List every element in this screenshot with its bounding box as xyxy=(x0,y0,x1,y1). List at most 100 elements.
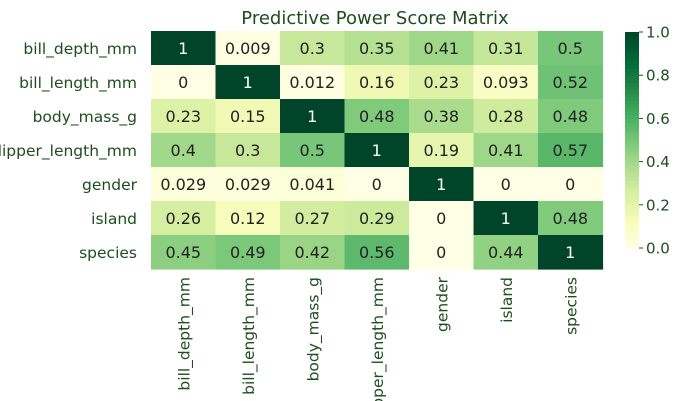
colorbar-segment xyxy=(625,50,639,55)
heatmap-cell-value: 0 xyxy=(436,209,446,228)
colorbar-segment xyxy=(625,147,639,152)
heatmap-cell xyxy=(409,235,475,270)
y-tick-label: gender xyxy=(82,176,138,194)
heatmap-cells xyxy=(151,31,604,270)
heatmap-cell xyxy=(344,235,410,270)
heatmap-cell xyxy=(538,65,604,100)
colorbar-segment xyxy=(625,190,639,195)
heatmap-cell-value: 0.48 xyxy=(359,107,395,126)
colorbar-tick-label: 1.0 xyxy=(646,24,670,42)
colorbar-segment xyxy=(625,132,639,137)
colorbar-segment xyxy=(625,93,639,98)
colorbar: 0.0 0.2 0.4 0.6 0.8 1.0 xyxy=(625,24,670,258)
heatmap-cell xyxy=(538,99,604,134)
colorbar-segment xyxy=(625,215,639,220)
heatmap-cell-value: 0 xyxy=(372,175,382,194)
heatmap-cell-value: 0.3 xyxy=(300,39,325,58)
heatmap-cell-value: 0.49 xyxy=(230,243,266,262)
heatmap-cell-value: 0.31 xyxy=(488,39,524,58)
x-tick-label: island xyxy=(498,277,516,323)
colorbar-segment xyxy=(625,46,639,51)
colorbar-segment xyxy=(625,96,639,101)
heatmap-cell-value: 1 xyxy=(501,209,511,228)
heatmap-cell xyxy=(409,133,475,168)
colorbar-segment xyxy=(625,86,639,91)
heatmap-cell-value: 0.28 xyxy=(488,107,524,126)
heatmap-cell xyxy=(280,167,346,202)
heatmap-cell xyxy=(280,235,346,270)
heatmap-cell xyxy=(280,31,346,66)
heatmap-cell xyxy=(473,201,539,236)
heatmap-cell xyxy=(473,235,539,270)
heatmap-cell-value: 0.15 xyxy=(230,107,266,126)
colorbar-tick-label: 0.0 xyxy=(646,240,670,258)
heatmap-cell xyxy=(409,31,475,66)
heatmap-cell-value: 0.45 xyxy=(165,243,201,262)
colorbar-segment xyxy=(625,219,639,224)
colorbar-segment xyxy=(625,237,639,242)
heatmap-cell xyxy=(151,133,217,168)
heatmap-cell xyxy=(538,201,604,236)
y-tick-label: bill_depth_mm xyxy=(23,40,137,59)
colorbar-segment xyxy=(625,140,639,145)
heatmap-cell xyxy=(215,31,281,66)
colorbar-segment xyxy=(625,186,639,191)
heatmap-cell-value: 0.44 xyxy=(488,243,524,262)
colorbar-segment xyxy=(625,57,639,62)
heatmap-cell xyxy=(215,99,281,134)
heatmap-cell-value: 0.5 xyxy=(558,39,583,58)
heatmap-cell xyxy=(280,99,346,134)
heatmap-cell-value: 1 xyxy=(372,141,382,160)
x-tick-label: bill_depth_mm xyxy=(175,277,194,391)
heatmap-cell-value: 1 xyxy=(307,107,317,126)
heatmap-cell-value: 0 xyxy=(565,175,575,194)
heatmap-cell xyxy=(344,99,410,134)
heatmap-cell-value: 0.56 xyxy=(359,243,395,262)
colorbar-segment xyxy=(625,71,639,76)
heatmap-cell-value: 1 xyxy=(565,243,575,262)
colorbar-segment xyxy=(625,78,639,83)
heatmap-cell-value: 0.52 xyxy=(552,73,588,92)
heatmap-cell-value: 0.23 xyxy=(165,107,201,126)
colorbar-segment xyxy=(625,233,639,238)
colorbar-segment xyxy=(625,150,639,155)
heatmap-cell-value: 0.23 xyxy=(423,73,459,92)
heatmap-cell-value: 0.38 xyxy=(423,107,459,126)
heatmap-cell-value: 0.41 xyxy=(423,39,459,58)
y-tick-label: bill_length_mm xyxy=(19,74,137,93)
x-tick-label: species xyxy=(562,277,580,335)
colorbar-segment xyxy=(625,158,639,163)
heatmap-cell-value: 0.012 xyxy=(289,73,335,92)
heatmap-cell xyxy=(538,235,604,270)
x-tick-label: body_mass_g xyxy=(304,277,323,381)
colorbar-segment xyxy=(625,89,639,94)
heatmap-cell xyxy=(151,31,217,66)
x-tick-label: gender xyxy=(433,276,451,332)
heatmap-cell-value: 0.009 xyxy=(225,39,271,58)
colorbar-segment xyxy=(625,68,639,73)
heatmap-cell-value: 0.19 xyxy=(423,141,459,160)
colorbar-segment xyxy=(625,100,639,105)
heatmap-cell xyxy=(409,167,475,202)
heatmap-cell-value: 0.041 xyxy=(289,175,335,194)
heatmap-cell xyxy=(409,99,475,134)
heatmap-cell xyxy=(280,65,346,100)
heatmap-cell xyxy=(344,31,410,66)
colorbar-segment xyxy=(625,161,639,166)
heatmap-cell-value: 1 xyxy=(178,39,188,58)
colorbar-segment xyxy=(625,212,639,217)
colorbar-tick-label: 0.6 xyxy=(646,110,670,128)
heatmap-annotations: 1 0.009 0.3 0.35 0.41 0.31 0.50 1 0.012 0.16 0.23 0… xyxy=(160,39,588,262)
heatmap-cell-value: 0.4 xyxy=(171,141,196,160)
heatmap-cell xyxy=(215,65,281,100)
heatmap-cell xyxy=(215,167,281,202)
heatmap-cell xyxy=(151,167,217,202)
colorbar-segment xyxy=(625,32,639,37)
heatmap-cell xyxy=(344,167,410,202)
heatmap-cell-value: 0.48 xyxy=(552,107,588,126)
colorbar-segment xyxy=(625,39,639,44)
colorbar-segment xyxy=(625,75,639,80)
colorbar-tick-label: 0.8 xyxy=(646,67,670,85)
heatmap-cell xyxy=(215,133,281,168)
